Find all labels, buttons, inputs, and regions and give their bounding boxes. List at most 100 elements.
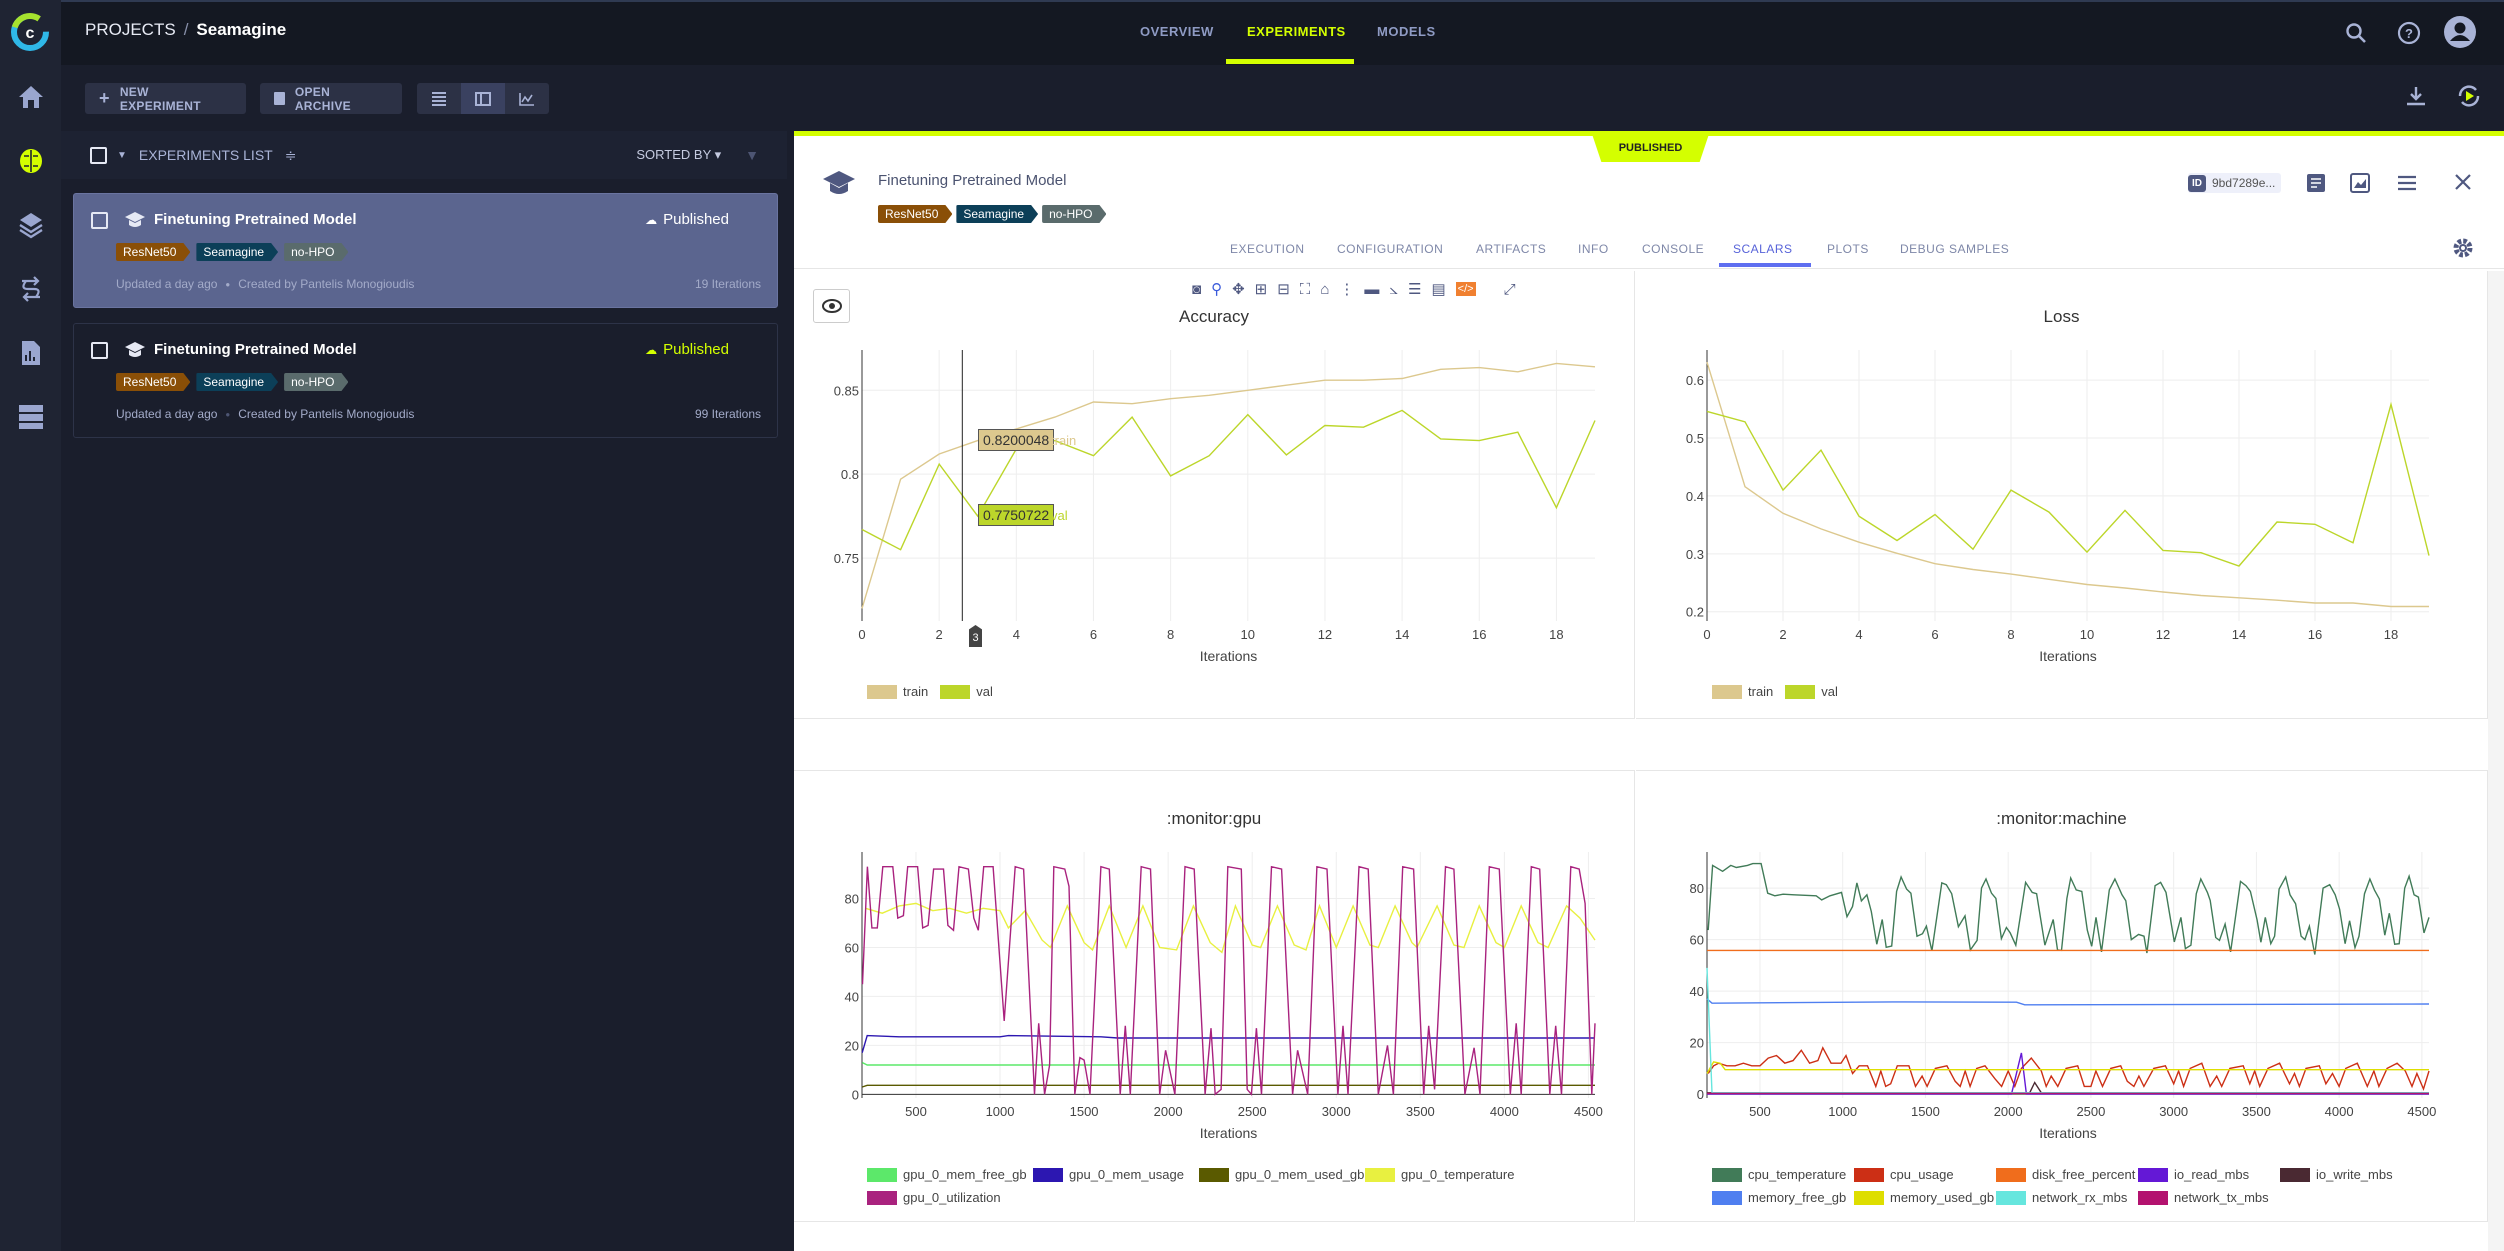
legend-item[interactable]: gpu_0_mem_used_gb <box>1199 1167 1365 1182</box>
nav-experiments[interactable]: EXPERIMENTS <box>1247 24 1346 39</box>
legend-item[interactable]: cpu_temperature <box>1712 1167 1854 1182</box>
x-tick-label: 500 <box>1749 1104 1771 1119</box>
experiment-card[interactable]: Finetuning Pretrained Model ☁ Published R… <box>73 323 778 438</box>
detail-tag-list: ResNet50 Seamagine no-HPO <box>878 205 1106 223</box>
row-checkbox[interactable] <box>91 342 108 359</box>
legend-label: train <box>1748 684 1774 699</box>
experiment-card[interactable]: Finetuning Pretrained Model ☁ Published R… <box>73 193 778 308</box>
collapse-icon[interactable]: ≑ <box>284 146 297 163</box>
zoom-in-icon[interactable]: ⊞ <box>1254 281 1268 298</box>
home-icon[interactable] <box>14 80 47 113</box>
embed-code-icon[interactable]: </> <box>1455 282 1476 296</box>
tag[interactable]: ResNet50 <box>116 243 190 261</box>
app-logo-icon[interactable]: c <box>10 12 50 52</box>
autoscale-icon[interactable]: ⛶ <box>1299 280 1311 298</box>
zoom-out-icon[interactable]: ⊟ <box>1277 281 1290 298</box>
tab-artifacts[interactable]: ARTIFACTS <box>1476 242 1547 256</box>
tab-debug-samples[interactable]: DEBUG SAMPLES <box>1900 242 2010 256</box>
tag[interactable]: Seamagine <box>196 373 278 391</box>
eye-icon <box>821 299 842 313</box>
tag[interactable]: ResNet50 <box>878 205 952 223</box>
caret-down-icon[interactable]: ▼ <box>117 149 127 161</box>
legend-item[interactable]: train <box>1712 684 1773 699</box>
sorted-by-button[interactable]: SORTED BY ▾ <box>636 147 722 162</box>
legend-item[interactable]: memory_used_gb <box>1854 1190 1996 1205</box>
tab-console[interactable]: CONSOLE <box>1642 242 1705 256</box>
chart-svg: 0 2 4 6 8 10 12 14 16 18 0.2 0.3 0.4 0.5 0.6 Iterations <box>1686 350 2430 664</box>
legend-icon[interactable]: ☰ <box>1408 281 1422 298</box>
legend-item[interactable]: gpu_0_mem_usage <box>1033 1167 1199 1182</box>
open-archive-button[interactable]: OPEN ARCHIVE <box>260 83 402 114</box>
series-line-network_rx_mbs <box>1706 967 2429 1094</box>
tab-info[interactable]: INFO <box>1578 242 1609 256</box>
legend-item[interactable]: gpu_0_mem_free_gb <box>867 1167 1033 1182</box>
tab-plots[interactable]: PLOTS <box>1827 242 1869 256</box>
legend-item[interactable]: val <box>1785 684 1838 699</box>
help-icon[interactable]: ? <box>2394 18 2424 48</box>
spike-lines-icon[interactable]: ⋮ <box>1339 281 1355 298</box>
gear-icon[interactable] <box>2452 237 2474 264</box>
full-screen-icon[interactable] <box>2350 173 2370 198</box>
nav-models[interactable]: MODELS <box>1377 24 1436 39</box>
new-experiment-button[interactable]: + NEW EXPERIMENT <box>85 83 246 114</box>
details-view-toggle[interactable] <box>461 83 505 114</box>
menu-icon[interactable] <box>2397 174 2417 197</box>
legend-item[interactable]: network_tx_mbs <box>2138 1190 2280 1205</box>
scrollbar[interactable] <box>2488 271 2504 1251</box>
workers-icon[interactable] <box>14 400 47 433</box>
pipelines-icon[interactable] <box>14 272 47 305</box>
legend-item[interactable]: network_rx_mbs <box>1996 1190 2138 1205</box>
tab-scalars[interactable]: SCALARS <box>1733 242 1793 256</box>
legend-item[interactable]: train <box>867 684 928 699</box>
tag[interactable]: no-HPO <box>284 243 348 261</box>
legend-item[interactable]: gpu_0_temperature <box>1365 1167 1531 1182</box>
legend-item[interactable]: cpu_usage <box>1854 1167 1996 1182</box>
brain-icon[interactable] <box>14 144 47 177</box>
pan-icon[interactable]: ✥ <box>1232 281 1245 298</box>
legend-swatch <box>2138 1167 2168 1182</box>
legend-item[interactable]: disk_free_percent <box>1996 1167 2138 1182</box>
layers-icon[interactable] <box>14 208 47 241</box>
info-panel-icon[interactable] <box>2306 173 2326 198</box>
camera-icon[interactable]: ◙ <box>1192 280 1202 298</box>
legend-item[interactable]: memory_free_gb <box>1712 1190 1854 1205</box>
search-icon[interactable] <box>2341 18 2371 48</box>
zoom-icon[interactable]: ⚲ <box>1211 281 1223 298</box>
row-checkbox[interactable] <box>91 212 108 229</box>
experiment-id-badge[interactable]: ID 9bd7289e... <box>2188 173 2282 193</box>
reset-axes-icon[interactable]: ⌂ <box>1320 280 1330 298</box>
tab-configuration[interactable]: CONFIGURATION <box>1337 242 1444 256</box>
reports-icon[interactable] <box>14 336 47 369</box>
tab-execution[interactable]: EXECUTION <box>1230 242 1305 256</box>
tag[interactable]: ResNet50 <box>116 373 190 391</box>
select-all-checkbox[interactable] <box>90 146 107 164</box>
nav-overview[interactable]: OVERVIEW <box>1140 24 1214 39</box>
hover-closest-icon[interactable]: ▬ <box>1364 280 1380 298</box>
download-json-icon[interactable]: ▤ <box>1431 281 1446 298</box>
maximize-icon[interactable]: ⤢ <box>1503 280 1516 298</box>
tag[interactable]: no-HPO <box>1042 205 1106 223</box>
legend-item[interactable]: io_write_mbs <box>2280 1167 2422 1182</box>
auto-refresh-icon[interactable] <box>2456 83 2482 114</box>
user-avatar-icon[interactable] <box>2442 14 2478 50</box>
compare-view-toggle[interactable] <box>505 83 549 114</box>
y-tick-label: 0.5 <box>1686 431 1704 446</box>
loss-chart: Loss 0 2 4 6 8 10 12 14 16 18 0.2 0.3 0.4 0.5 0.6 Itera… <box>1636 271 2488 719</box>
legend-item[interactable]: io_read_mbs <box>2138 1167 2280 1182</box>
breadcrumb-projects[interactable]: PROJECTS <box>85 20 176 39</box>
table-view-toggle[interactable] <box>417 83 461 114</box>
download-icon[interactable] <box>2404 84 2428 113</box>
left-rail: c <box>0 0 61 1251</box>
close-icon[interactable] <box>2454 173 2472 196</box>
toggle-visibility-button[interactable] <box>813 289 850 323</box>
legend-item[interactable]: val <box>940 684 993 699</box>
breadcrumb-project[interactable]: Seamagine <box>196 20 287 39</box>
legend-item[interactable]: gpu_0_utilization <box>867 1190 1033 1205</box>
filter-icon[interactable]: ▼ <box>745 147 759 163</box>
tag[interactable]: Seamagine <box>196 243 278 261</box>
legend-label: val <box>976 684 993 699</box>
tag[interactable]: no-HPO <box>284 373 348 391</box>
legend-label: train <box>903 684 929 699</box>
tag[interactable]: Seamagine <box>956 205 1038 223</box>
log-scale-icon[interactable]: ⦣ <box>1389 280 1399 298</box>
